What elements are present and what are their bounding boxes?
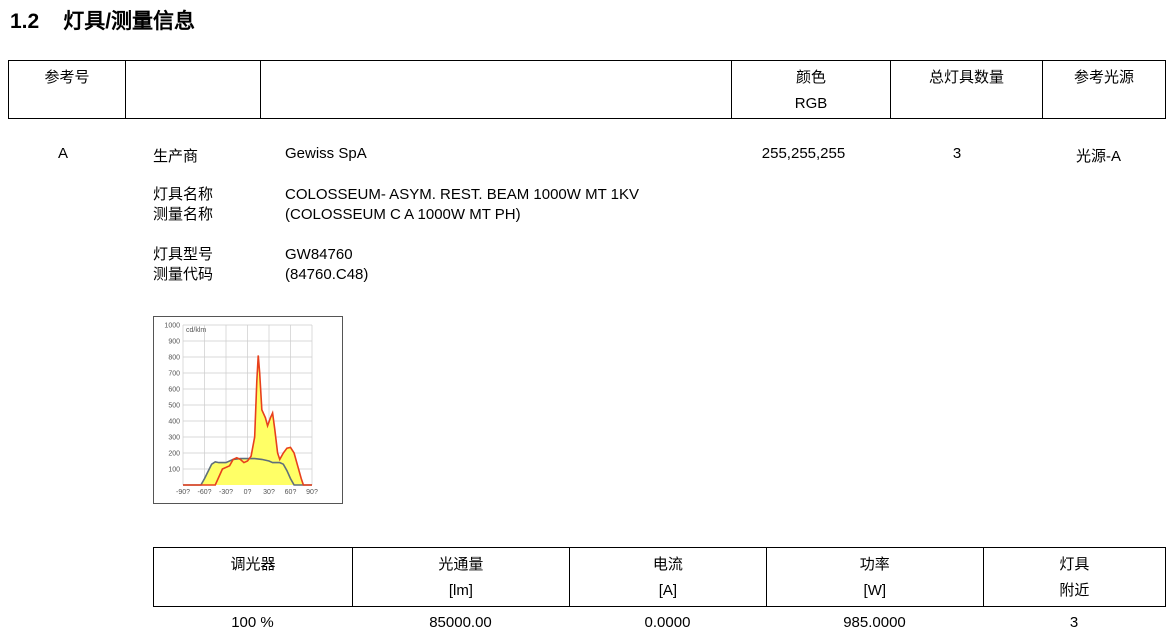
- header-line: 调光器: [230, 556, 276, 573]
- y-tick-label: 700: [168, 371, 180, 378]
- header-count: 总灯具数量: [890, 60, 1043, 119]
- y-tick-label: 500: [168, 403, 180, 410]
- y-tick-label: 1000: [164, 323, 180, 330]
- luminaire-name: COLOSSEUM- ASYM. REST. BEAM 1000W MT 1KV: [285, 186, 639, 203]
- y-tick-label: 900: [168, 339, 180, 346]
- x-tick-label: -30?: [219, 489, 233, 496]
- header-ref: 参考号: [8, 60, 126, 119]
- y-tick-label: 800: [168, 355, 180, 362]
- measurement-name: (COLOSSEUM C A 1000W MT PH): [285, 206, 521, 223]
- y-tick-label: 400: [168, 419, 180, 426]
- dimming-value: 85000.00: [429, 614, 492, 631]
- luminaire-header-table: 参考号 颜色 RGB 总灯具数量 参考光源: [8, 60, 1166, 119]
- header-line: 电流: [652, 556, 683, 573]
- dimming-value: 3: [1069, 614, 1079, 631]
- header-line: 光通量: [438, 556, 484, 573]
- dimming-header: 光通量 [lm]: [351, 547, 570, 607]
- dimming-value: 0.0000: [644, 614, 691, 631]
- source-value: 光源-A: [1075, 148, 1121, 165]
- dimming-value: 100 %: [231, 614, 274, 631]
- header-color: 颜色 RGB: [731, 60, 891, 119]
- x-tick-label: -60?: [197, 489, 211, 496]
- y-tick-label: 100: [168, 467, 180, 474]
- rgb-value: 255,255,255: [761, 145, 846, 162]
- dimming-header: 电流 [A]: [568, 547, 767, 607]
- luminaire-type: GW84760: [285, 246, 353, 263]
- header-line: 功率: [859, 556, 890, 573]
- section-title: 1.2 灯具/测量信息: [10, 10, 196, 33]
- header-line: 附近: [1059, 582, 1090, 599]
- header-line: [155, 578, 351, 604]
- header-line: 灯具: [1059, 556, 1090, 573]
- y-tick-label: 300: [168, 435, 180, 442]
- dimming-header: 功率 [W]: [765, 547, 984, 607]
- y-tick-label: 200: [168, 451, 180, 458]
- y-tick-label: 600: [168, 387, 180, 394]
- meas-code-label: 测量代码: [153, 266, 214, 283]
- x-tick-label: 30?: [263, 489, 275, 496]
- measurement-code: (84760.C48): [285, 266, 369, 283]
- unit-label: cd/klm: [186, 327, 206, 334]
- header-line: [A]: [658, 582, 678, 599]
- name-label: 灯具名称: [153, 186, 214, 203]
- header-line: [lm]: [448, 582, 473, 599]
- dimming-header: 调光器: [153, 547, 353, 607]
- header-source: 参考光源: [1042, 60, 1166, 119]
- header-line: [W]: [863, 582, 887, 599]
- count-value: 3: [952, 145, 962, 162]
- type-label: 灯具型号: [153, 246, 214, 263]
- series-line-0: [183, 355, 312, 486]
- x-tick-label: -90?: [176, 489, 190, 496]
- series-line-1: [183, 457, 312, 486]
- dimming-header: 灯具 附近: [982, 547, 1167, 607]
- x-tick-label: 60?: [285, 489, 297, 496]
- dimming-value: 985.0000: [843, 614, 906, 631]
- light-distribution-chart: 1000 900 800 700 600 500 400 300 200 100 -90? -60? -…: [153, 316, 343, 504]
- manufacturer-label: 生产商: [153, 148, 199, 165]
- luminaire-ref: A: [58, 145, 69, 162]
- x-tick-label: 0?: [244, 489, 252, 496]
- dimming-table: 调光器 光通量 [lm] 电流 [A] 功率 [W] 灯具附近: [153, 547, 1167, 607]
- meas-name-label: 测量名称: [153, 206, 214, 223]
- x-tick-label: 90?: [306, 489, 318, 496]
- manufacturer: Gewiss SpA: [285, 145, 367, 162]
